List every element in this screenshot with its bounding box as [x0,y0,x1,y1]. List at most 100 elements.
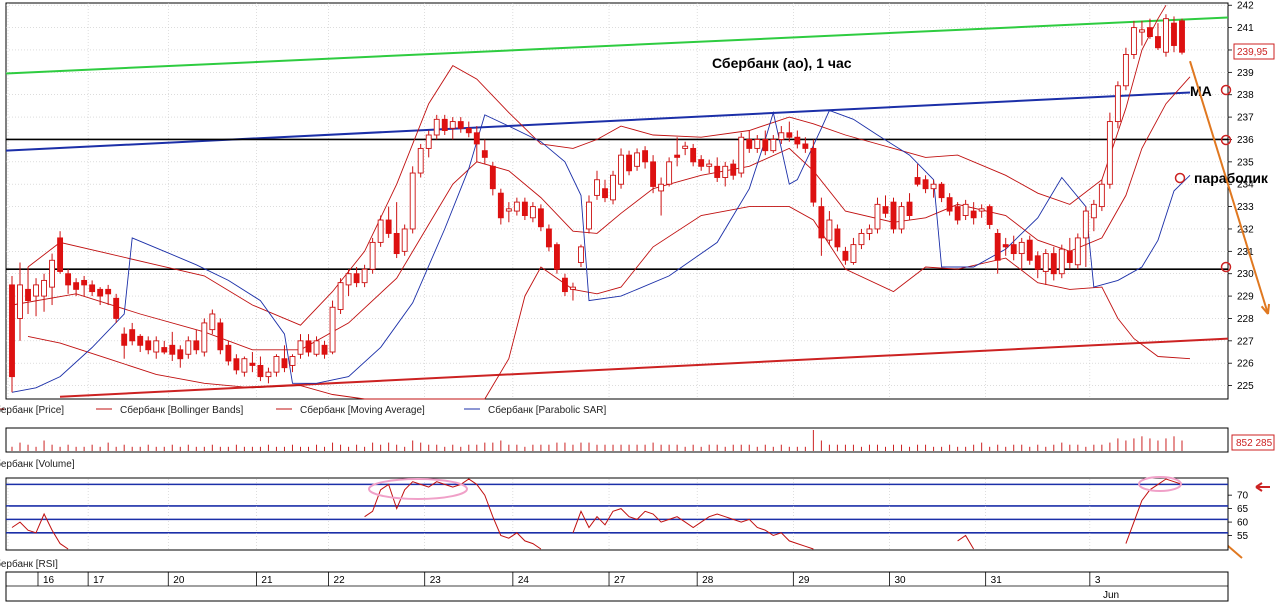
candle-body [169,344,176,355]
chart-title: Сбербанк (ао), 1 час [712,55,852,71]
price-tick-label: 241 [1237,23,1254,34]
candle-body [810,147,817,203]
candle-body [113,297,120,319]
rsi-tick-label: 70 [1237,491,1249,502]
candle-body [201,322,208,353]
x-axis-month: Jun [1103,590,1119,601]
line-end-marker [1220,261,1232,273]
candle-body [866,228,873,234]
candle-body [690,147,697,163]
candle-body [537,208,544,228]
candle-body [666,161,673,185]
candle-body [794,136,801,145]
rsi-tick-label: 55 [1237,531,1249,542]
annotation-ma: МА [1190,83,1212,99]
candle-body [121,333,128,346]
candle-body [890,201,897,230]
parabolic-sar-line [11,109,1191,393]
price-tick-label: 242 [1237,1,1254,12]
candle-body [570,286,576,290]
overbought-highlight-2 [1138,476,1182,492]
candle-body [1090,203,1097,219]
candle-body [417,147,424,174]
candle-body [217,322,224,351]
candle-body [778,132,785,140]
candle-body [361,268,368,284]
candle-body [521,201,528,216]
candle-body [1034,255,1041,270]
candle-body [481,150,488,158]
price-tick-label: 233 [1237,202,1254,213]
trend-lines [5,16,1229,398]
candle-body [353,273,360,284]
price-y-axis: 225 226 227 228 229 230 231 232 233 234 235 236 237 2… [1228,1,1254,392]
candle-body [1179,20,1185,53]
candle-body [457,121,464,129]
candle-body [1122,54,1129,87]
price-label-box: 239,95 [1233,43,1275,60]
candle-body [1155,36,1161,49]
candle-body [938,183,945,199]
volume-bars [11,430,1183,451]
volume-last-label: 852 285 [1236,438,1273,449]
x-axis-date-label: 22 [334,575,346,586]
candle-body [874,203,881,230]
price-tick-label: 232 [1237,224,1254,235]
volume-panel: 852 285 Сбербанк [Volume] [0,427,1275,470]
candle-body [906,201,913,216]
candle-body [329,306,336,353]
candle-body [1098,183,1105,208]
price-tick-label: 236 [1237,135,1254,146]
candle-body [1114,85,1121,123]
candle-body [137,335,144,346]
candle-body [161,347,168,353]
legend-volume: Сбербанк [Volume] [0,458,75,470]
price-tick-label: 238 [1237,90,1254,101]
price-tick-label: 230 [1237,269,1254,280]
candle-body [594,179,600,196]
candle-body [730,163,737,176]
candle-body [89,284,96,293]
candle-body [401,228,408,252]
candle-body [954,206,961,221]
legend-ma: Сбербанк [Moving Average] [300,404,425,416]
candle-body [826,219,833,241]
candle-body [914,177,921,185]
candle-body [1026,239,1033,261]
line-end-marker [1220,84,1232,96]
x-axis-date-label: 20 [173,575,185,586]
candle-body [105,288,112,295]
price-tick-label: 225 [1237,381,1254,392]
candle-body [225,344,232,362]
candle-body [345,273,352,286]
candle-body [57,237,64,272]
bollinger-lower-line [27,206,1191,400]
candle-body [385,219,392,234]
candle-body [578,246,584,263]
candle-body [858,232,865,246]
price-tick-label: 237 [1237,113,1254,124]
candle-body [1058,248,1065,275]
candle-body [17,284,23,319]
candle-body [962,203,969,216]
price-tick-label: 226 [1237,359,1254,370]
legend-bollinger: Сбербанк [Bollinger Bands] [120,404,244,416]
candle-body [930,183,937,190]
price-tick-label: 229 [1237,292,1254,303]
x-axis-date-label: 23 [430,575,442,586]
candle-body [754,139,761,149]
candle-body [153,340,160,353]
candle-body [946,197,953,212]
price-panel: 225 226 227 228 229 230 231 232 233 234 235 236 237 2… [5,1,1275,559]
candle-body [1010,244,1017,255]
annotation-parabolic: параболик [1194,170,1269,186]
candle-body [994,232,1001,261]
forecast-arrow-line [1189,60,1269,315]
candle-body [513,201,520,212]
candle-body [313,340,320,355]
candle-body [273,356,280,373]
candle-body [602,188,608,199]
candle-body [41,279,47,297]
candle-body [682,145,689,149]
candle-body [33,284,39,297]
